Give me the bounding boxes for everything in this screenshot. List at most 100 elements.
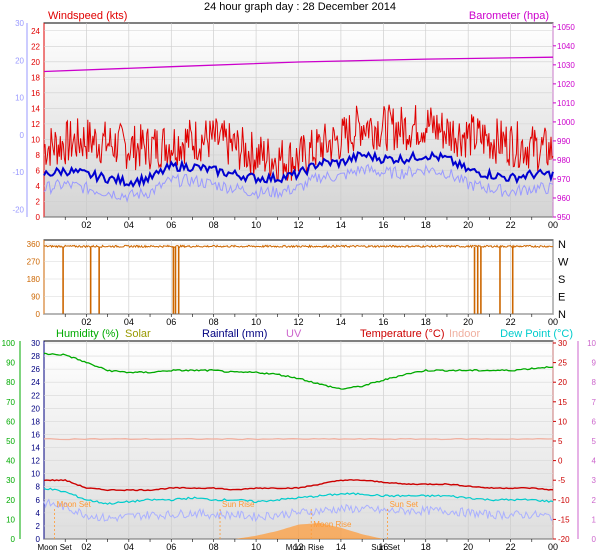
x-tick-label: 12 bbox=[293, 317, 303, 327]
y-tick-rainfall: 12 bbox=[31, 457, 40, 466]
humidity-series-line bbox=[43, 352, 554, 390]
x-tick-label: 18 bbox=[421, 220, 431, 230]
y-tick-windspeed: 24 bbox=[31, 27, 40, 36]
y-tick-direction: 360 bbox=[27, 240, 41, 249]
y-tick-uv: 3 bbox=[592, 476, 597, 485]
y-tick-windspeed: 16 bbox=[31, 89, 40, 98]
x-tick-label: 00 bbox=[548, 542, 558, 552]
y-tick-barometer: 980 bbox=[557, 156, 571, 165]
x-tick-label: 02 bbox=[81, 317, 91, 327]
x-tick-label: 12 bbox=[293, 542, 303, 552]
event-axis-label-sunset: Sun Set bbox=[371, 543, 400, 552]
y-tick-humidity: 90 bbox=[6, 359, 15, 368]
y-tick-temperature: 30 bbox=[558, 339, 567, 348]
y-tick-uv: 5 bbox=[592, 437, 597, 446]
y-tick-barometer: 1020 bbox=[557, 80, 575, 89]
rainfall-label: Rainfall (mm) bbox=[202, 328, 267, 340]
chart-title: 24 hour graph day : 28 December 2014 bbox=[204, 1, 396, 13]
x-tick-label: 18 bbox=[421, 317, 431, 327]
barometer-label: Barometer (hpa) bbox=[469, 10, 549, 22]
y-tick-barometer: 990 bbox=[557, 137, 571, 146]
wind-blue-series-line bbox=[43, 163, 554, 203]
y-tick-blue: 30 bbox=[15, 19, 24, 28]
y-tick-windspeed: 4 bbox=[36, 182, 41, 191]
y-tick-windspeed: 8 bbox=[36, 151, 41, 160]
y-tick-barometer: 960 bbox=[557, 194, 571, 203]
y-tick-uv: 7 bbox=[592, 398, 597, 407]
x-tick-label: 04 bbox=[124, 542, 134, 552]
event-label: Moon Set bbox=[57, 500, 92, 509]
event-axis-label-moonrise: Moon Rise bbox=[286, 543, 325, 552]
x-tick-label: 16 bbox=[378, 220, 388, 230]
y-tick-temperature: 5 bbox=[558, 437, 563, 446]
y-tick-uv: 0 bbox=[592, 535, 597, 544]
solar-label: Solar bbox=[125, 328, 151, 340]
x-tick-label: 22 bbox=[506, 542, 516, 552]
y-tick-windspeed: 22 bbox=[31, 42, 40, 51]
x-tick-label: 10 bbox=[251, 542, 261, 552]
y-tick-direction: 180 bbox=[27, 275, 41, 284]
solar-area bbox=[234, 523, 384, 539]
y-tick-humidity: 40 bbox=[6, 457, 15, 466]
y-tick-rainfall: 22 bbox=[31, 391, 40, 400]
y-tick-barometer: 1030 bbox=[557, 61, 575, 70]
y-tick-blue: 20 bbox=[15, 56, 24, 65]
indoor-label: Indoor bbox=[449, 328, 481, 340]
y-tick-humidity: 10 bbox=[6, 515, 15, 524]
y-tick-compass: N bbox=[558, 239, 566, 251]
y-tick-barometer: 1040 bbox=[557, 42, 575, 51]
y-tick-rainfall: 24 bbox=[31, 378, 40, 387]
y-tick-rainfall: 18 bbox=[31, 417, 40, 426]
y-tick-temperature: 25 bbox=[558, 359, 567, 368]
uv-label: UV bbox=[286, 328, 302, 340]
x-tick-label: 12 bbox=[293, 220, 303, 230]
y-tick-uv: 9 bbox=[592, 359, 597, 368]
average-series-line bbox=[43, 150, 554, 188]
y-tick-barometer: 970 bbox=[557, 175, 571, 184]
x-tick-label: 08 bbox=[209, 317, 219, 327]
y-tick-blue: -10 bbox=[12, 168, 24, 177]
y-tick-barometer: 1010 bbox=[557, 99, 575, 108]
event-label: Moon Rise bbox=[313, 520, 352, 529]
x-tick-label: 22 bbox=[506, 220, 516, 230]
windspeed-label: Windspeed (kts) bbox=[48, 10, 127, 22]
x-tick-label: 10 bbox=[251, 220, 261, 230]
y-tick-windspeed: 2 bbox=[36, 197, 41, 206]
y-tick-rainfall: 6 bbox=[36, 496, 41, 505]
y-tick-windspeed: 6 bbox=[36, 166, 41, 175]
y-tick-uv: 10 bbox=[587, 339, 596, 348]
y-tick-humidity: 80 bbox=[6, 378, 15, 387]
dewpoint-label: Dew Point (°C) bbox=[500, 328, 573, 340]
y-tick-temperature: 20 bbox=[558, 378, 567, 387]
event-label: Sun Rise bbox=[222, 500, 255, 509]
y-tick-compass: N bbox=[558, 309, 566, 321]
y-tick-windspeed: 14 bbox=[31, 104, 40, 113]
y-tick-blue: 0 bbox=[20, 131, 25, 140]
feels-like-series-line bbox=[43, 498, 554, 523]
y-tick-temperature: 15 bbox=[558, 398, 567, 407]
y-tick-rainfall: 16 bbox=[31, 430, 40, 439]
y-tick-windspeed: 10 bbox=[31, 135, 40, 144]
y-tick-temperature: 10 bbox=[558, 417, 567, 426]
barometer-series-line bbox=[43, 56, 554, 73]
y-tick-rainfall: 14 bbox=[31, 444, 40, 453]
y-tick-humidity: 50 bbox=[6, 437, 15, 446]
y-tick-humidity: 20 bbox=[6, 496, 15, 505]
x-tick-label: 04 bbox=[124, 220, 134, 230]
humidity-label: Humidity (%) bbox=[56, 328, 119, 340]
x-tick-label: 20 bbox=[463, 220, 473, 230]
x-tick-label: 22 bbox=[506, 317, 516, 327]
y-tick-blue: -20 bbox=[12, 206, 24, 215]
direction-series-line bbox=[43, 244, 554, 249]
x-tick-label: 06 bbox=[166, 542, 176, 552]
y-tick-rainfall: 0 bbox=[36, 535, 41, 544]
y-tick-temperature: -20 bbox=[558, 535, 570, 544]
y-tick-temperature: -10 bbox=[558, 496, 570, 505]
y-tick-temperature: 0 bbox=[558, 457, 563, 466]
x-tick-label: 02 bbox=[81, 542, 91, 552]
y-tick-rainfall: 28 bbox=[31, 352, 40, 361]
x-tick-label: 14 bbox=[336, 317, 346, 327]
y-tick-compass: S bbox=[558, 274, 565, 286]
x-tick-label: 16 bbox=[378, 317, 388, 327]
